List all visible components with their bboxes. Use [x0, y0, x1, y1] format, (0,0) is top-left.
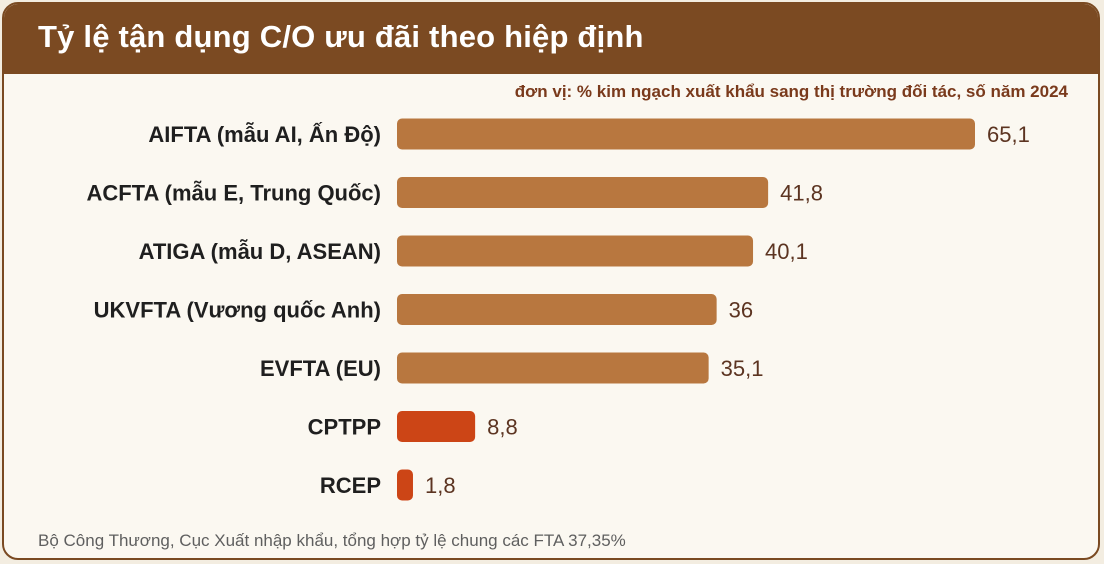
value-label: 35,1	[721, 356, 764, 381]
bar	[397, 294, 717, 325]
chart-subtitle: đơn vị: % kim ngạch xuất khẩu sang thị t…	[514, 82, 1068, 101]
category-label: EVFTA (EU)	[260, 356, 381, 381]
category-label: ATIGA (mẫu D, ASEAN)	[139, 239, 381, 264]
source-note: Bộ Công Thương, Cục Xuất nhập khẩu, tổng…	[38, 531, 626, 550]
category-label: UKVFTA (Vương quốc Anh)	[94, 298, 381, 323]
category-label: CPTPP	[308, 415, 381, 440]
bar	[397, 118, 975, 150]
category-label: RCEP	[320, 473, 381, 498]
bar-chart: AIFTA (mẫu AI, Ấn Độ) 65,1 ACFTA (mẫu E, T…	[86, 118, 1030, 501]
value-label: 40,1	[765, 239, 808, 264]
value-label: 65,1	[987, 122, 1030, 147]
category-label: ACFTA (mẫu E, Trung Quốc)	[86, 181, 381, 206]
bar	[397, 352, 709, 384]
category-label: AIFTA (mẫu AI, Ấn Độ)	[148, 122, 381, 147]
value-label: 41,8	[780, 181, 823, 206]
value-label: 1,8	[425, 473, 456, 498]
bar	[397, 235, 754, 267]
value-label: 8,8	[487, 415, 518, 440]
chart-title: Tỷ lệ tận dụng C/O ưu đãi theo hiệp định	[38, 19, 644, 54]
title-bar: Tỷ lệ tận dụng C/O ưu đãi theo hiệp định	[4, 4, 1098, 74]
bar	[397, 469, 413, 501]
bar	[397, 411, 476, 442]
bar	[397, 177, 769, 208]
value-label: 36	[729, 298, 753, 323]
